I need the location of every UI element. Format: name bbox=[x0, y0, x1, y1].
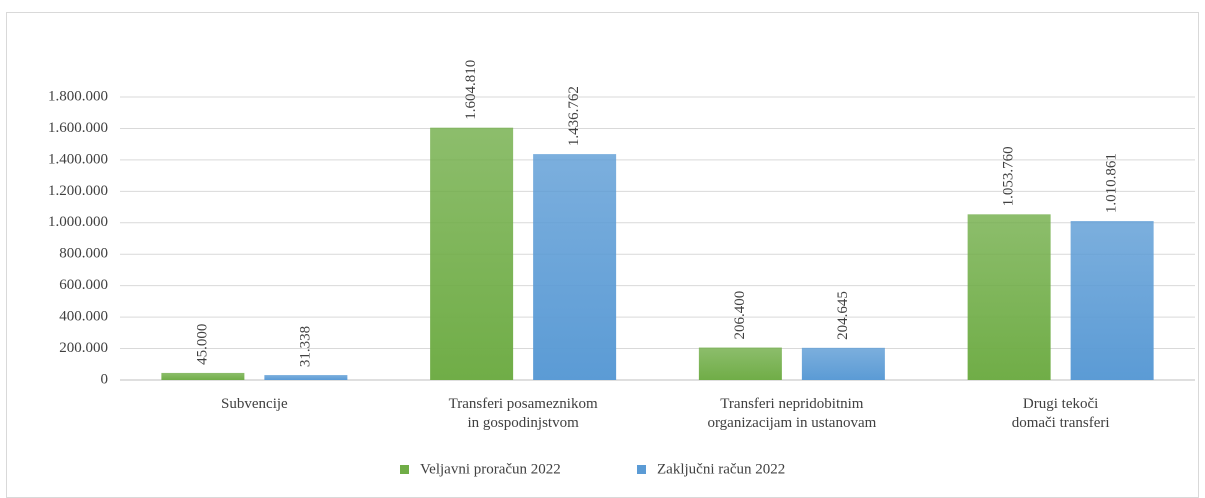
data-label: 1.053.760 bbox=[1001, 146, 1017, 206]
y-tick-label: 1.000.000 bbox=[48, 214, 108, 230]
data-label: 1.010.861 bbox=[1104, 153, 1120, 213]
x-tick-label: Drugi tekoči domači transferi bbox=[1012, 396, 1110, 431]
y-tick-label: 800.000 bbox=[59, 246, 108, 262]
data-label: 1.604.810 bbox=[463, 60, 479, 120]
legend-label: Zaključni račun 2022 bbox=[657, 461, 785, 477]
data-label: 45.000 bbox=[194, 324, 210, 365]
bar bbox=[161, 372, 245, 380]
legend-swatch bbox=[400, 465, 409, 474]
y-tick-label: 0 bbox=[101, 371, 109, 387]
bar bbox=[967, 214, 1051, 380]
data-label: 31.338 bbox=[297, 326, 313, 367]
x-tick-label: Subvencije bbox=[221, 396, 288, 412]
bar bbox=[533, 154, 617, 380]
bar bbox=[264, 375, 348, 380]
y-tick-label: 1.800.000 bbox=[48, 88, 108, 104]
y-tick-label: 1.400.000 bbox=[48, 151, 108, 167]
y-tick-label: 400.000 bbox=[59, 309, 108, 325]
x-tick-label: Transferi nepridobitnim organizacijam in … bbox=[707, 396, 876, 431]
y-tick-label: 1.200.000 bbox=[48, 183, 108, 199]
bar bbox=[801, 347, 885, 380]
data-label: 1.436.762 bbox=[566, 86, 582, 146]
y-tick-label: 200.000 bbox=[59, 340, 108, 356]
bar bbox=[430, 127, 514, 380]
data-label: 206.400 bbox=[732, 291, 748, 340]
data-label: 204.645 bbox=[835, 291, 851, 340]
x-tick-label: Transferi posameznikom in gospodinjstvom bbox=[449, 396, 598, 431]
y-tick-label: 1.600.000 bbox=[48, 120, 108, 136]
y-tick-label: 600.000 bbox=[59, 277, 108, 293]
legend-label: Veljavni proračun 2022 bbox=[420, 461, 561, 477]
bar bbox=[1070, 221, 1154, 380]
bar bbox=[698, 347, 782, 380]
legend-swatch bbox=[637, 465, 646, 474]
